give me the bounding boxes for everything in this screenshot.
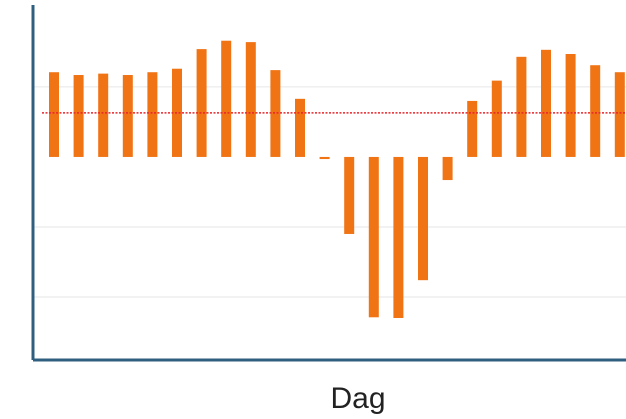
x-axis-label: Dag [330, 382, 385, 415]
bar [614, 72, 625, 157]
bar [295, 98, 305, 157]
bar [590, 65, 601, 157]
bar [393, 156, 404, 318]
bar [319, 156, 330, 160]
bar [122, 75, 133, 157]
bar [541, 49, 551, 157]
bar [196, 49, 207, 157]
bar [442, 156, 453, 181]
bar [49, 72, 59, 157]
bar [368, 156, 379, 318]
bar [270, 70, 281, 157]
bar [516, 56, 527, 157]
bar [221, 40, 232, 157]
bar [467, 100, 478, 157]
bar [344, 156, 355, 234]
bar [147, 72, 158, 157]
bar [565, 54, 576, 157]
bar [418, 156, 428, 281]
bar [98, 73, 109, 157]
bar [491, 80, 502, 157]
bar [73, 75, 84, 157]
bar [245, 42, 256, 157]
